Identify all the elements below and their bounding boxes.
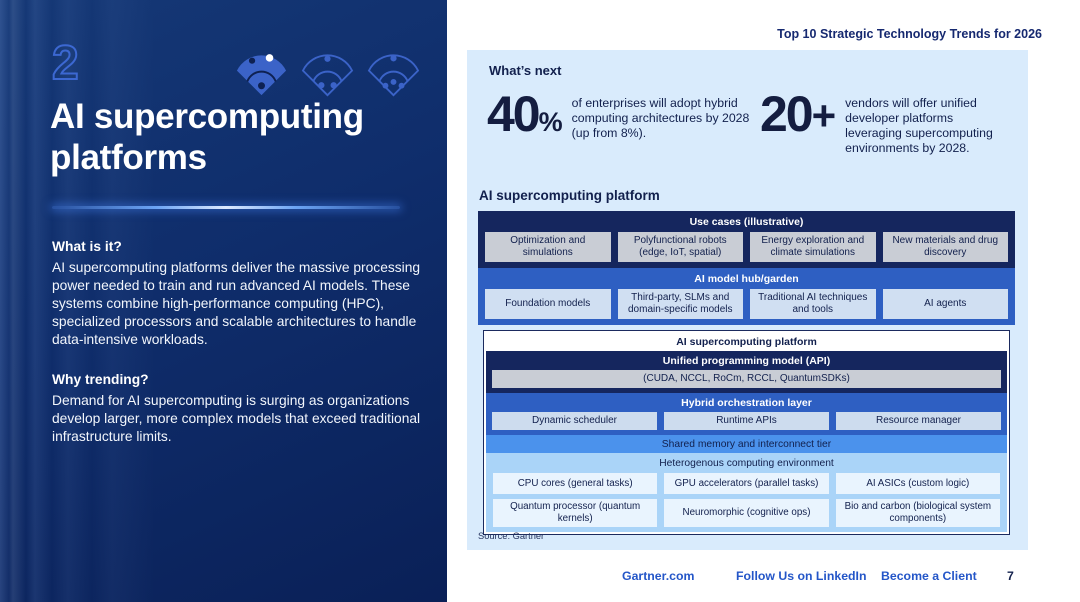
diagram-heading: AI supercomputing platform [479, 188, 660, 203]
stat-suffix: + [811, 92, 837, 140]
model-hub-box: Third-party, SLMs and domain-specific mo… [617, 289, 743, 319]
page-number: 7 [1007, 569, 1014, 583]
trend-fan-filled-icon [236, 54, 287, 96]
report-title: Top 10 Strategic Technology Trends for 2… [777, 27, 1042, 41]
why-trending-body: Demand for AI supercomputing is surging … [52, 393, 421, 444]
footer-link-linkedin[interactable]: Follow Us on LinkedIn [736, 569, 867, 583]
orchestration-band: Hybrid orchestration layer Dynamic sched… [486, 393, 1007, 435]
trend-fan-outline-three-dots-icon [367, 54, 420, 97]
content-panel: What’s next 40% of enterprises will adop… [467, 50, 1028, 550]
heterogenous-box: Neuromorphic (cognitive ops) [664, 499, 829, 527]
footer-link-become-client[interactable]: Become a Client [881, 569, 977, 583]
stat-description: of enterprises will adopt hybrid computi… [571, 96, 750, 141]
orchestration-label: Hybrid orchestration layer [681, 397, 812, 409]
platform-box-title: AI supercomputing platform [676, 336, 817, 348]
trend-fan-outline-two-dots-icon [301, 54, 354, 97]
trend-number: 2 [51, 37, 80, 90]
use-cases-label: Use cases (illustrative) [689, 216, 804, 228]
glow-divider [52, 206, 400, 209]
what-is-it-heading: What is it? [52, 239, 122, 254]
stat-number-text: 40 [487, 86, 541, 142]
why-trending-heading: Why trending? [52, 372, 149, 387]
orchestration-box: Resource manager [836, 412, 1001, 430]
what-is-it-body: AI supercomputing platforms deliver the … [52, 260, 421, 347]
heterogenous-box: CPU cores (general tasks) [493, 473, 658, 494]
orchestration-box: Dynamic scheduler [492, 412, 657, 430]
whats-next-heading: What’s next [489, 63, 562, 78]
heterogenous-band: Heterogenous computing environment CPU c… [486, 453, 1007, 532]
stat-value: 20 + [760, 86, 837, 142]
stat-vendors: 20 + vendors will offer unified developer… [760, 86, 1013, 157]
trend-sidebar: 2 AI supercomputing platforms What is it… [0, 0, 447, 602]
orchestration-box: Runtime APIs [664, 412, 829, 430]
trend-fan-icons [230, 47, 425, 98]
model-hub-band: AI model hub/garden Foundation models Th… [478, 268, 1015, 325]
model-hub-box: Foundation models [485, 289, 611, 319]
use-case-box: Energy exploration and climate simulatio… [750, 232, 876, 262]
heterogenous-box: Bio and carbon (biological system compon… [835, 499, 1000, 527]
page-title: AI supercomputing platforms [50, 97, 364, 177]
use-cases-band: Use cases (illustrative) Optimization an… [478, 211, 1015, 268]
model-hub-label: AI model hub/garden [694, 273, 799, 285]
platform-box: AI supercomputing platform Unified progr… [483, 330, 1010, 535]
model-hub-box: AI agents [882, 289, 1008, 319]
programming-model-label: Unified programming model (API) [662, 355, 831, 367]
stat-description: vendors will offer unified developer pla… [845, 96, 993, 156]
heterogenous-box: Quantum processor (quantum kernels) [493, 499, 658, 527]
platform-diagram: Use cases (illustrative) Optimization an… [478, 211, 1015, 535]
model-hub-box: Traditional AI techniques and tools [750, 289, 876, 319]
heterogenous-label: Heterogenous computing environment [659, 458, 834, 469]
heterogenous-box: AI ASICs (custom logic) [835, 473, 1000, 494]
use-case-box: Polyfunctional robots (edge, IoT, spatia… [617, 232, 743, 262]
use-case-box: Optimization and simulations [485, 232, 611, 262]
stat-value: 40% [487, 86, 563, 142]
stat-suffix: % [538, 106, 563, 137]
use-case-box: New materials and drug discovery [882, 232, 1008, 262]
stat-enterprises: 40% of enterprises will adopt hybrid com… [487, 86, 752, 142]
shared-memory-band: Shared memory and interconnect tier [486, 435, 1007, 453]
programming-model-detail-box: (CUDA, NCCL, RoCm, RCCL, QuantumSDKs) [492, 370, 1001, 388]
footer-link-gartner[interactable]: Gartner.com [622, 569, 695, 583]
programming-model-band: Unified programming model (API) (CUDA, N… [486, 351, 1007, 393]
stat-number-text: 20 [760, 86, 814, 142]
heterogenous-box: GPU accelerators (parallel tasks) [664, 473, 829, 494]
source-note: Source: Gartner [478, 531, 545, 541]
